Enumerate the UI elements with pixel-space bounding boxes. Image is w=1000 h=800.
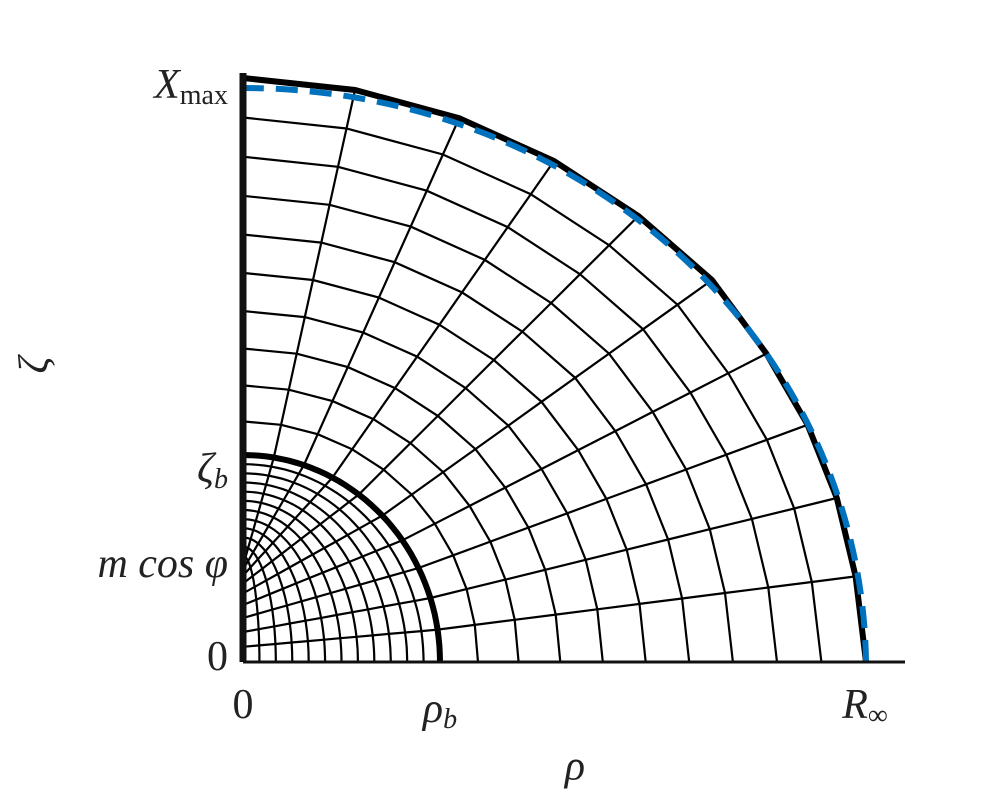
mesh-ring bbox=[242, 347, 562, 663]
y-tick-label: 0 bbox=[207, 634, 228, 680]
mesh-ring bbox=[242, 420, 480, 663]
mesh-ring bbox=[242, 499, 359, 663]
inner-boundary bbox=[242, 452, 443, 663]
x-tick-label: R∞ bbox=[841, 682, 888, 732]
mesh-ring bbox=[242, 116, 823, 663]
mesh-ring bbox=[242, 518, 327, 663]
mesh-ring bbox=[242, 233, 691, 663]
y-axis-label: ζ bbox=[12, 354, 58, 374]
mesh-ring bbox=[242, 309, 604, 663]
x-tick-label: ρb bbox=[421, 686, 457, 736]
mesh-ring bbox=[242, 194, 734, 663]
mesh-ring bbox=[242, 384, 520, 663]
mesh-radial bbox=[242, 352, 767, 607]
mesh-ring bbox=[242, 527, 310, 663]
x-tick-label: 0 bbox=[233, 682, 254, 728]
mesh-ring bbox=[242, 463, 425, 663]
mesh-ring bbox=[242, 490, 376, 663]
dashed-boundary bbox=[242, 85, 869, 663]
mesh-radial bbox=[242, 215, 640, 585]
x-axis-label: ρ bbox=[563, 744, 585, 790]
y-tick-label: ζb bbox=[197, 446, 228, 496]
mesh-ring bbox=[242, 271, 647, 663]
outer-boundary bbox=[242, 75, 869, 663]
mesh-ring bbox=[242, 155, 779, 663]
y-tick-label: m cos φ bbox=[97, 541, 228, 587]
mesh bbox=[241, 75, 869, 664]
mesh-ring bbox=[242, 472, 409, 663]
y-tick-label: Xmax bbox=[152, 62, 228, 112]
mesh-ring bbox=[242, 481, 392, 663]
mesh-ring bbox=[242, 545, 277, 662]
mesh-ring bbox=[242, 554, 261, 662]
mesh-ring bbox=[242, 508, 343, 663]
mesh-ring bbox=[242, 536, 294, 663]
